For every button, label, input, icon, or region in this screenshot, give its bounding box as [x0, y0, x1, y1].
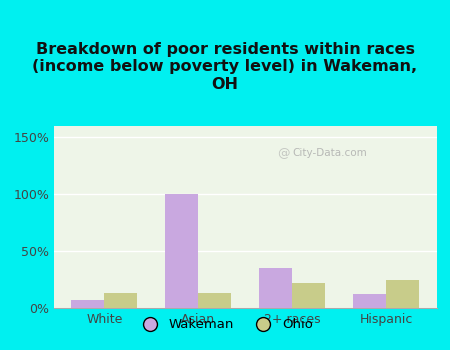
Text: City-Data.com: City-Data.com: [292, 148, 367, 158]
Bar: [104, 293, 137, 308]
Text: @: @: [277, 147, 290, 160]
Bar: [72, 300, 104, 308]
Bar: [386, 280, 419, 308]
Text: Breakdown of poor residents within races
(income below poverty level) in Wakeman: Breakdown of poor residents within races…: [32, 42, 418, 92]
Bar: [292, 283, 325, 308]
Legend: Wakeman, Ohio: Wakeman, Ohio: [132, 313, 318, 336]
Bar: [353, 294, 386, 308]
Bar: [259, 268, 292, 308]
Bar: [165, 194, 198, 308]
Bar: [198, 293, 231, 308]
